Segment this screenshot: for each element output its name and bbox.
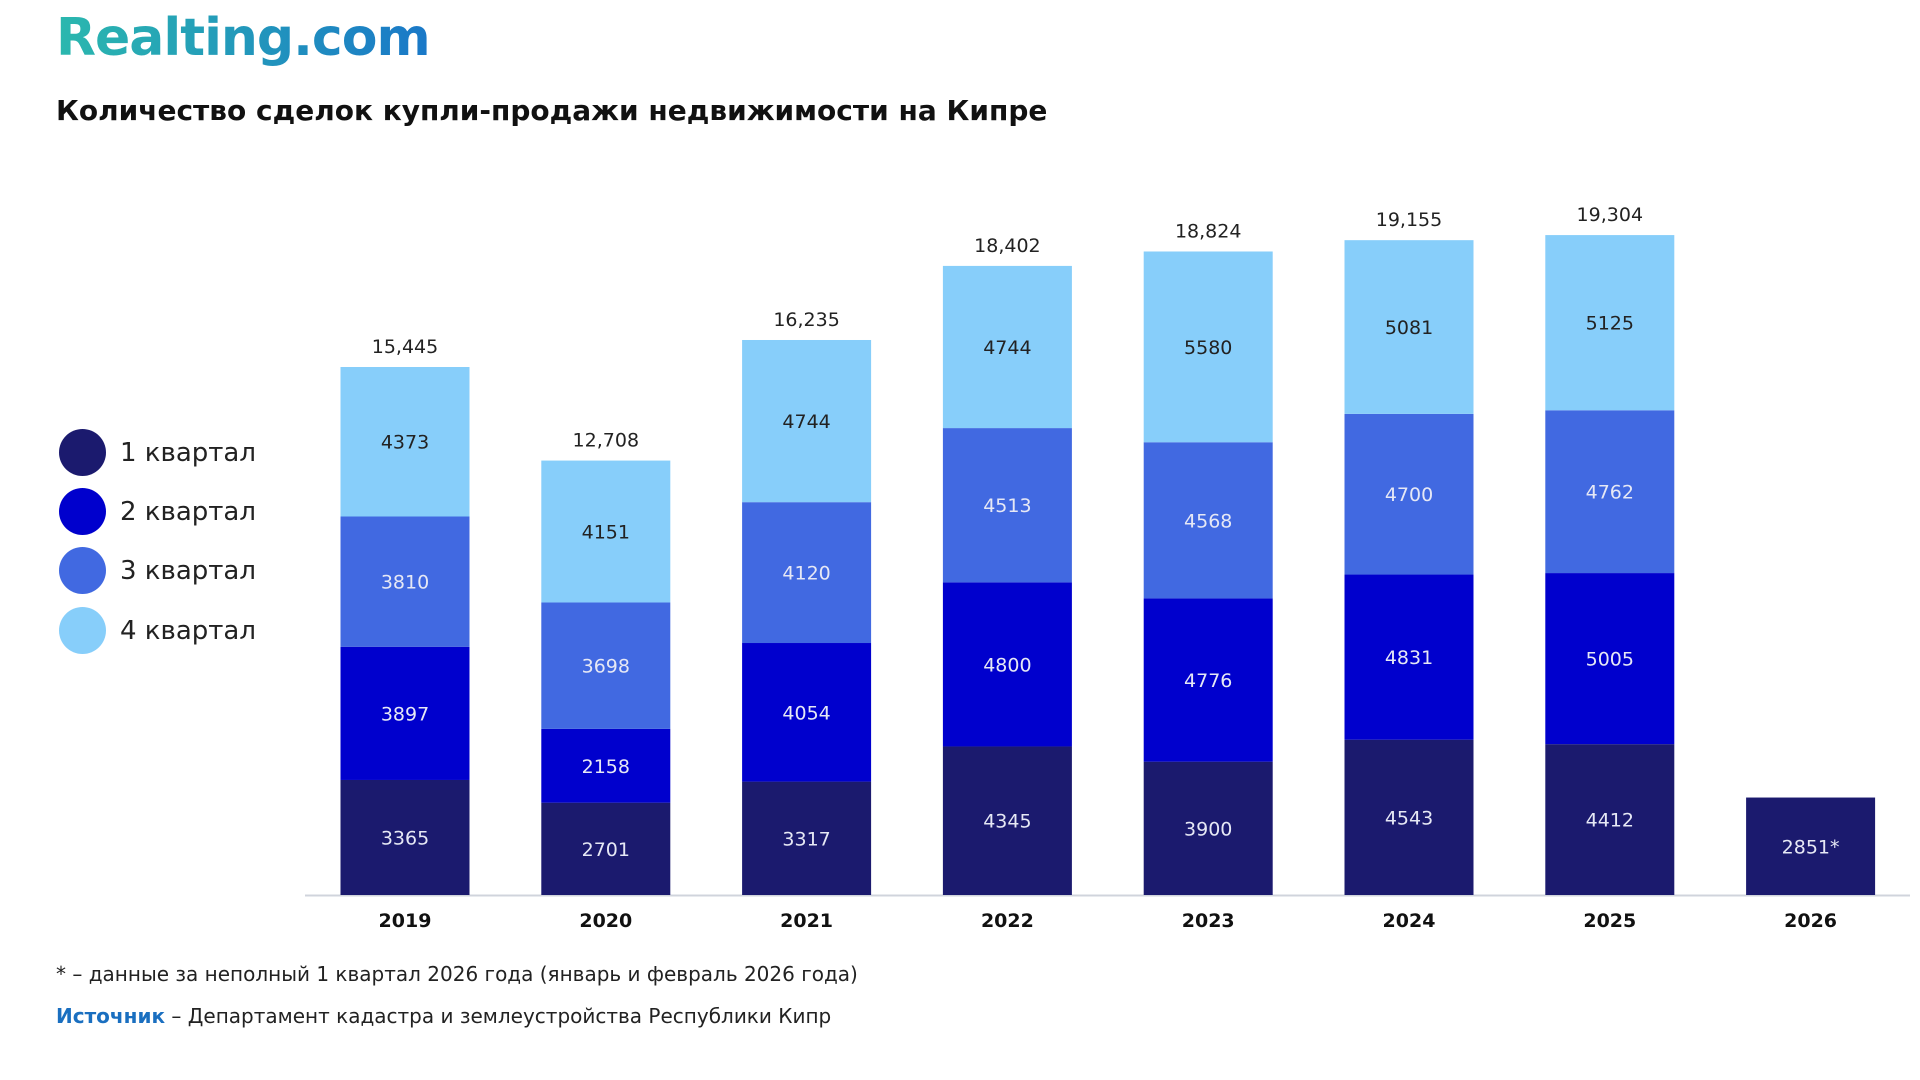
total-label: 18,402	[974, 235, 1040, 257]
chart-title: Количество сделок купли-продажи недвижим…	[56, 94, 1048, 127]
bar-segment-2024-q3	[1344, 413, 1474, 575]
bar-segment-2024-q2	[1344, 574, 1474, 740]
legend-item: 4 квартал	[59, 607, 256, 654]
data-label: 3900	[1184, 818, 1232, 840]
data-label: 3897	[381, 703, 429, 725]
data-label: 4800	[983, 654, 1031, 676]
bar-segment-2021-q2	[742, 643, 872, 782]
legend-label: 3 квартал	[120, 555, 256, 586]
data-label: 4568	[1184, 510, 1232, 532]
legend-swatch	[59, 547, 106, 594]
data-label: 2851*	[1782, 836, 1840, 858]
bar-segment-2023-q1	[1143, 761, 1273, 895]
data-label: 5005	[1586, 649, 1634, 671]
data-label: 3698	[582, 656, 630, 678]
data-label: 4373	[381, 432, 429, 454]
legend-label: 1 квартал	[120, 437, 256, 468]
data-label: 5125	[1586, 313, 1634, 335]
x-tick-label: 2024	[1383, 910, 1436, 932]
bar-segment-2021-q4	[742, 339, 872, 503]
bar-segment-2020-q1	[541, 802, 671, 895]
data-label: 5081	[1385, 317, 1433, 339]
data-label: 3810	[381, 572, 429, 594]
data-label: 3317	[782, 828, 830, 850]
data-label: 4744	[782, 411, 830, 433]
legend-item: 1 квартал	[59, 429, 256, 476]
x-tick-label: 2021	[780, 910, 833, 932]
bar-segment-2023-q2	[1143, 598, 1273, 762]
x-tick-label: 2025	[1583, 910, 1636, 932]
data-label: 2701	[582, 839, 630, 861]
data-label: 4412	[1586, 810, 1634, 832]
total-label: 19,304	[1577, 204, 1643, 226]
data-label: 4120	[782, 563, 830, 585]
data-label: 4345	[983, 811, 1031, 833]
bar-segment-2024-q1	[1344, 739, 1474, 895]
x-tick-label: 2023	[1182, 910, 1235, 932]
total-label: 15,445	[372, 336, 438, 358]
bar-segment-2026-q1	[1746, 797, 1876, 895]
x-tick-label: 2019	[379, 910, 432, 932]
legend-label: 2 квартал	[120, 496, 256, 527]
legend-item: 2 квартал	[59, 488, 256, 535]
legend-swatch	[59, 488, 106, 535]
total-label: 12,708	[573, 430, 639, 452]
x-tick-label: 2022	[981, 910, 1034, 932]
legend-item: 3 квартал	[59, 547, 256, 594]
data-label: 4744	[983, 337, 1031, 359]
realting-logo: Realting.com	[56, 8, 431, 68]
bar-segment-2023-q4	[1143, 251, 1273, 443]
total-label: 18,824	[1175, 220, 1241, 242]
data-label: 4831	[1385, 647, 1433, 669]
data-label: 4776	[1184, 670, 1232, 692]
footnote: * – данные за неполный 1 квартал 2026 го…	[56, 962, 858, 986]
bar-segment-2019-q3	[340, 516, 470, 647]
bar-segment-2019-q2	[340, 646, 470, 780]
bar-segment-2024-q4	[1344, 240, 1474, 414]
source-line: Источник – Департамент кадастра и землеу…	[56, 1004, 831, 1028]
bar-segment-2022-q3	[942, 428, 1072, 583]
data-label: 4543	[1385, 807, 1433, 829]
x-tick-label: 2026	[1784, 910, 1837, 932]
data-label: 4762	[1586, 482, 1634, 504]
source-label: Источник	[56, 1004, 166, 1028]
bar-segment-2021-q3	[742, 502, 872, 644]
bar-segment-2020-q3	[541, 602, 671, 729]
bar-segment-2020-q2	[541, 728, 671, 803]
data-label: 4151	[582, 522, 630, 544]
legend-swatch	[59, 429, 106, 476]
bar-segment-2025-q1	[1545, 744, 1675, 895]
data-label: 4513	[983, 495, 1031, 517]
bar-segment-2022-q1	[942, 746, 1072, 895]
bar-segment-2025-q3	[1545, 410, 1675, 574]
bar-segment-2019-q4	[340, 367, 470, 517]
bar-segment-2022-q4	[942, 265, 1072, 429]
total-label: 19,155	[1376, 209, 1442, 231]
data-label: 4700	[1385, 484, 1433, 506]
bar-segment-2025-q4	[1545, 235, 1675, 411]
data-label: 2158	[582, 756, 630, 778]
total-label: 16,235	[773, 309, 839, 331]
x-tick-label: 2020	[579, 910, 632, 932]
bar-segment-2021-q1	[742, 781, 872, 895]
legend-label: 4 квартал	[120, 615, 256, 646]
bar-segment-2023-q3	[1143, 442, 1273, 599]
data-label: 5580	[1184, 337, 1232, 359]
legend-swatch	[59, 607, 106, 654]
bar-segment-2022-q2	[942, 582, 1072, 747]
bar-segment-2019-q1	[340, 779, 470, 895]
data-label: 4054	[782, 702, 830, 724]
source-text: – Департамент кадастра и землеустройства…	[165, 1004, 832, 1028]
data-label: 3365	[381, 827, 429, 849]
bar-segment-2025-q2	[1545, 573, 1675, 745]
bar-segment-2020-q4	[541, 460, 671, 603]
